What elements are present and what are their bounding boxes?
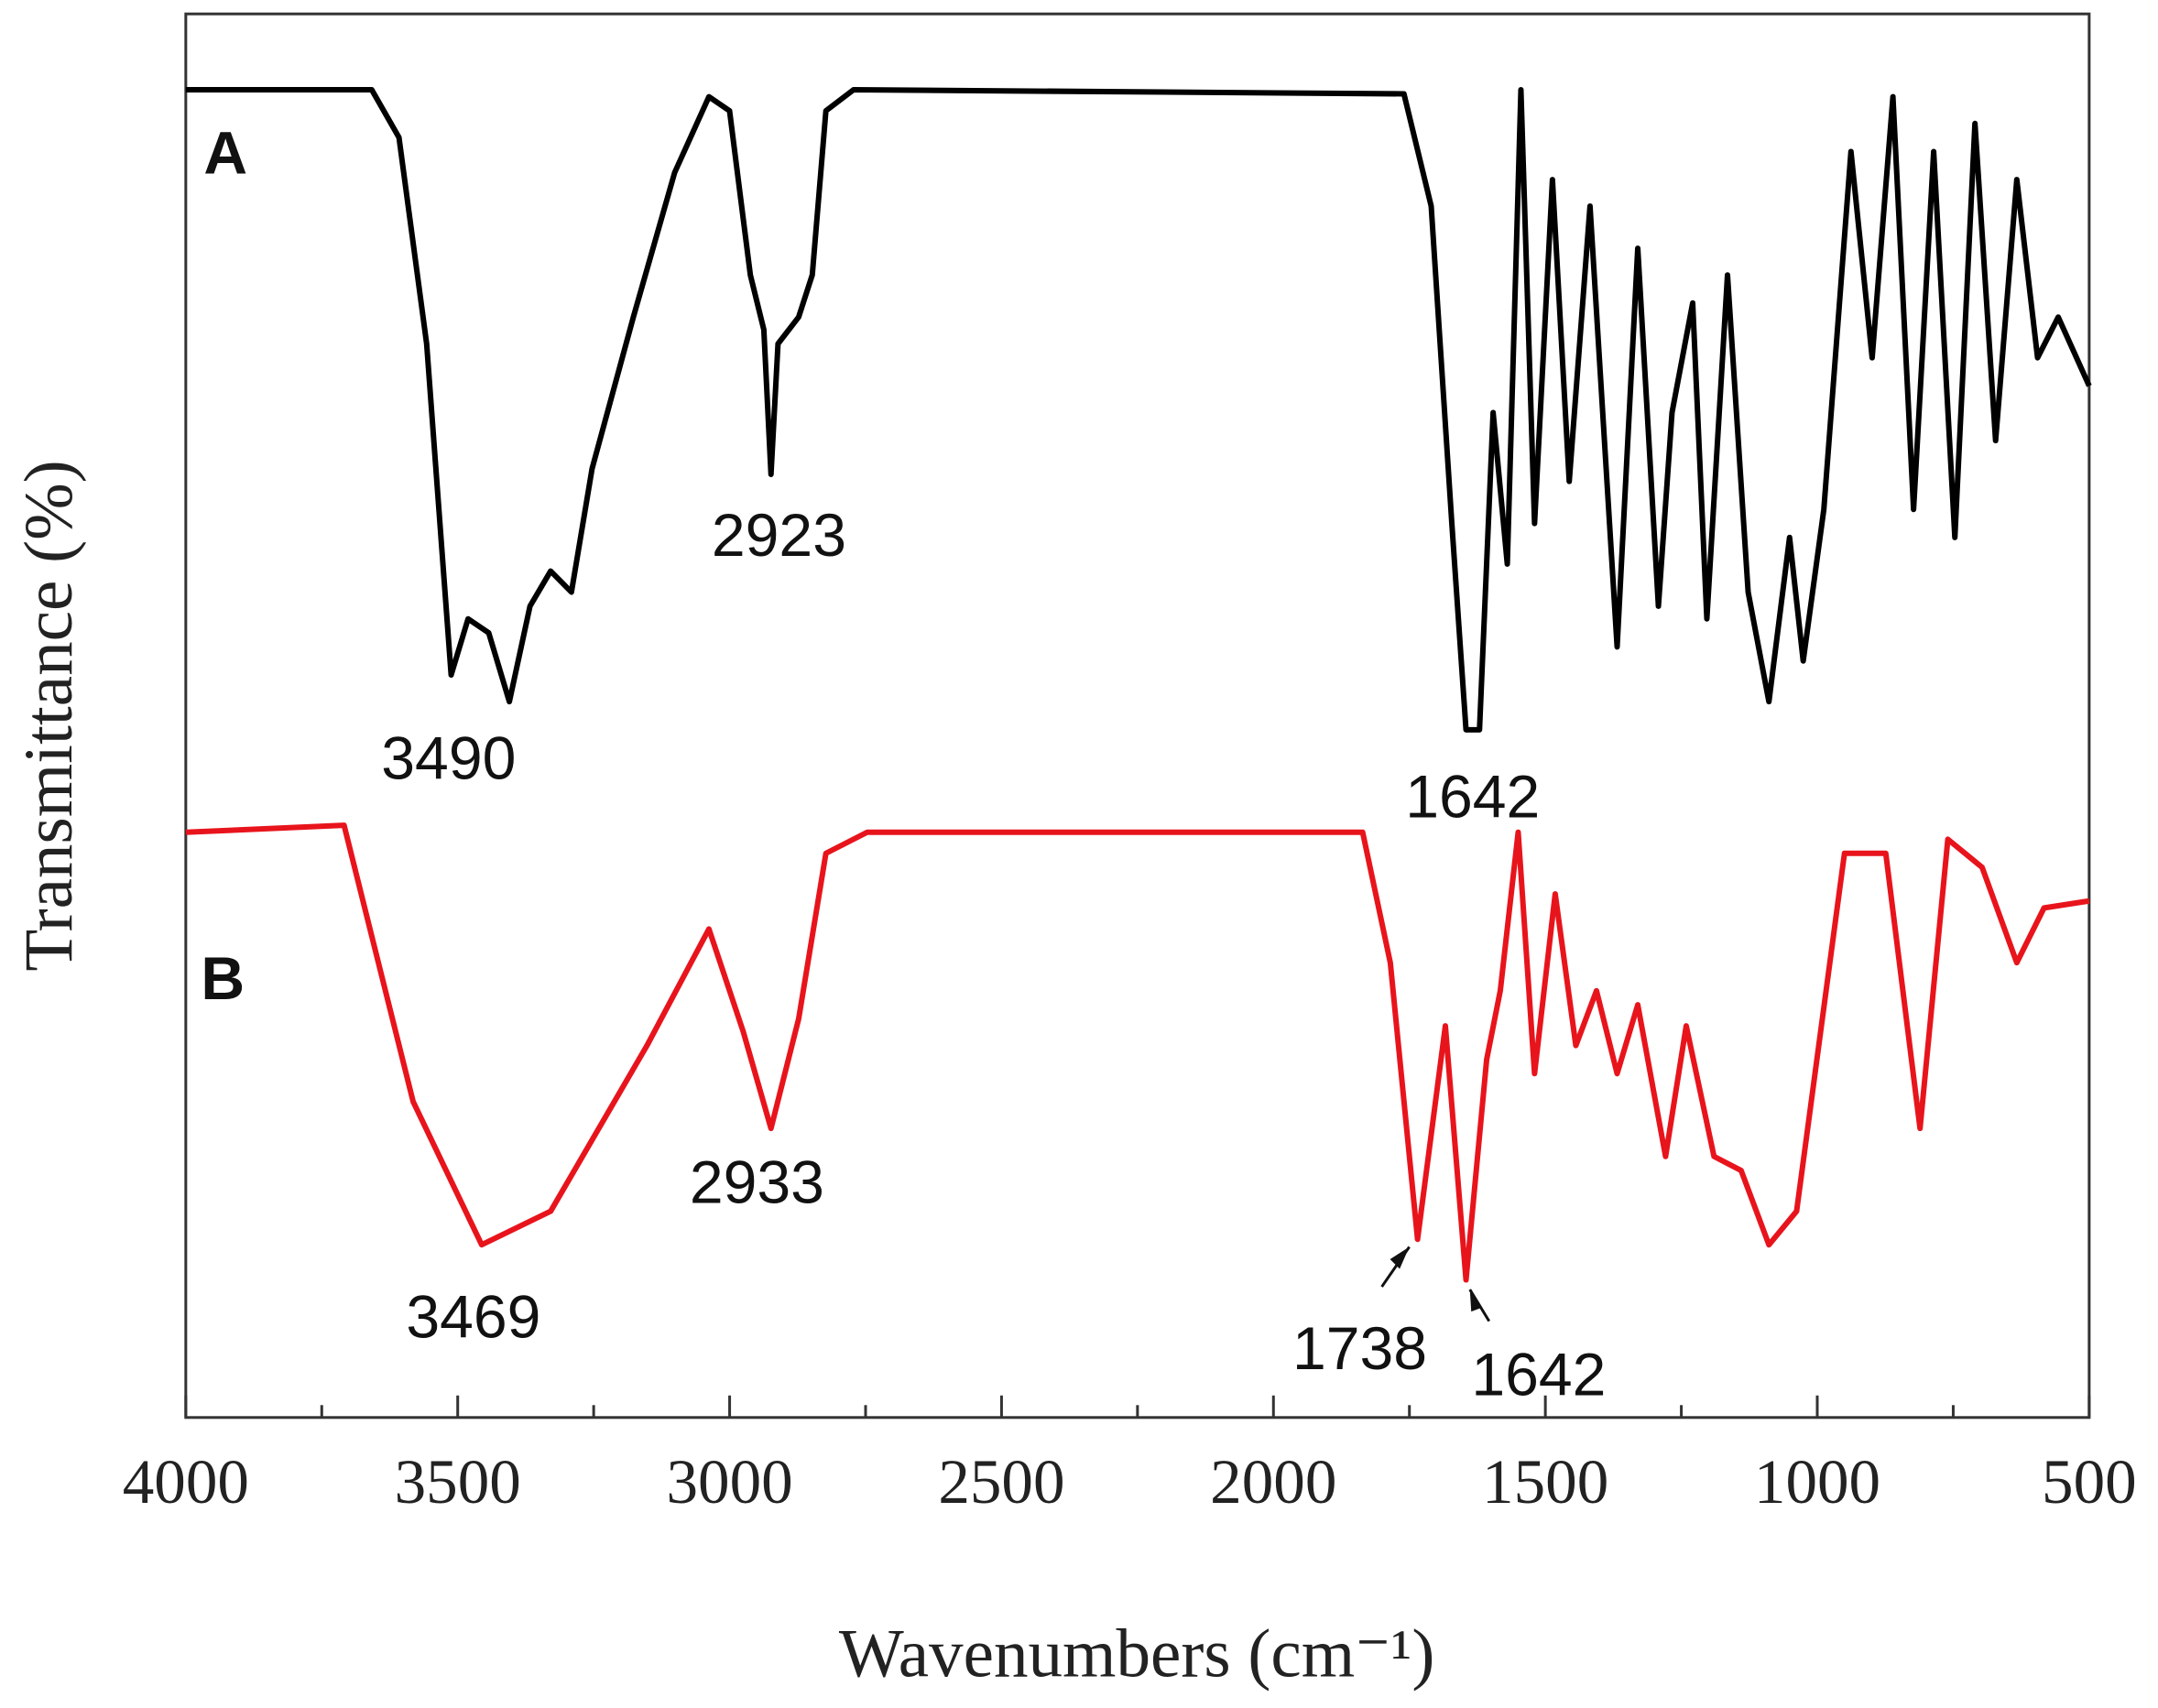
x-tick-label: 1500	[1482, 1446, 1608, 1517]
x-tick-label: 1000	[1754, 1446, 1880, 1517]
peak-annotation: 3469	[406, 1284, 540, 1352]
series-label: A	[203, 119, 247, 187]
plot-frame	[184, 12, 2091, 1420]
series-label: B	[201, 945, 245, 1013]
peak-annotation: 2923	[712, 502, 846, 570]
arrow-head	[1469, 1289, 1483, 1312]
peak-annotation: 1642	[1471, 1342, 1606, 1409]
x-tick-label: 2500	[938, 1446, 1064, 1517]
y-axis-title: Transmittance (%)	[11, 460, 87, 971]
x-tick-label: 500	[2042, 1446, 2137, 1517]
spectrum-line	[185, 822, 2090, 1283]
peak-annotation: 3490	[381, 725, 516, 793]
peak-annotation: 1738	[1292, 1315, 1427, 1383]
x-tick-label: 4000	[123, 1446, 249, 1517]
peak-annotation: 2933	[690, 1148, 824, 1216]
x-tick-label: 3500	[395, 1446, 521, 1517]
x-tick-label: 3000	[666, 1446, 792, 1517]
x-tick-label: 2000	[1210, 1446, 1336, 1517]
spectrum-line	[185, 86, 2092, 733]
peak-annotation: 1642	[1405, 764, 1540, 832]
arrow-head	[1390, 1246, 1410, 1269]
x-axis-title: Wavenumbers (cm⁻¹)	[839, 1616, 1435, 1692]
